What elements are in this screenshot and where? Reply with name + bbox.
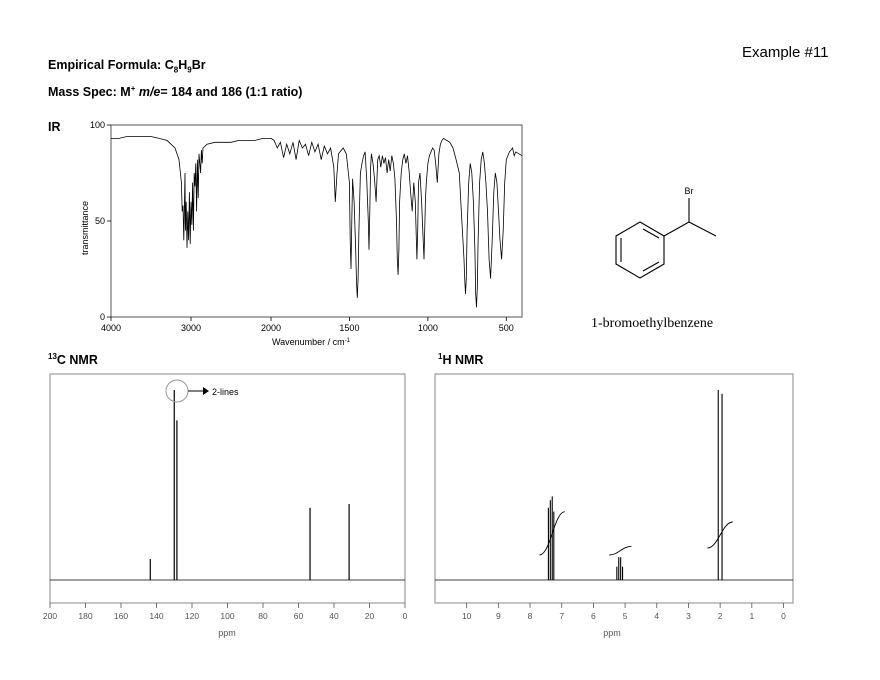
ir-xlabel: Wavenumber / cm-1 (272, 337, 351, 347)
c13-xtick-label: 60 (294, 611, 304, 621)
c13-peaks (149, 390, 350, 580)
c13-xtick-label: 180 (78, 611, 92, 621)
c13-xtick-label: 40 (329, 611, 339, 621)
bromine-label: Br (685, 186, 694, 196)
mass-spec: Mass Spec: M+ m/e= 184 and 186 (1:1 rati… (48, 84, 302, 99)
ir-xtick-label: 1000 (418, 323, 438, 333)
mass-spec-me: m/e (138, 85, 161, 100)
mass-spec-values: = 184 and 186 (1:1 ratio) (160, 85, 303, 100)
ir-xtick-label: 3000 (181, 323, 201, 333)
c13-xtick-label: 0 (403, 611, 408, 621)
ir-xlabel-main: Wavenumber / cm (272, 337, 345, 347)
mass-spec-label: Mass Spec: (48, 85, 117, 100)
c13-xtick-label: 140 (149, 611, 163, 621)
ir-ytick-label: 0 (100, 312, 105, 322)
c13-xtick-label: 80 (258, 611, 268, 621)
h1-heading-main: H NMR (442, 353, 484, 368)
h1-peaks (547, 390, 723, 580)
ir-ytick-label: 100 (90, 120, 105, 130)
h1-heading-sup: 1 (438, 352, 443, 361)
ir-ylabel: transmittance (80, 201, 90, 255)
molecule-structure (615, 198, 717, 279)
h1-xtick-label: 5 (623, 611, 628, 621)
mass-spec-ion: M (120, 85, 131, 100)
h1-heading: 1H NMR (438, 352, 483, 367)
formula-br: Br (191, 58, 206, 72)
ir-xlabel-sup: -1 (345, 338, 351, 344)
h1-integral-curve (609, 545, 632, 556)
h1-xtick-label: 3 (686, 611, 691, 621)
mass-spec-charge: + (130, 84, 136, 93)
c13-xtick-label: 160 (114, 611, 128, 621)
ir-axis-ticks: 4000 3000 2000 1500 1000 500 0 50 100 (90, 120, 514, 333)
c13-annotation-arrowhead (203, 387, 209, 395)
ir-xtick-label: 2000 (261, 323, 281, 333)
formula-c-count: 8 (173, 65, 179, 75)
ring-to-chc-bond (663, 221, 690, 237)
benzene-ring (615, 221, 665, 279)
ir-ytick-label: 50 (95, 216, 105, 226)
formula-c: C (164, 58, 174, 72)
h1-xtick-label: 2 (718, 611, 723, 621)
c13-xtick-label: 20 (365, 611, 375, 621)
h1-xtick-label: 0 (781, 611, 786, 621)
h1-xtick-label: 1 (749, 611, 754, 621)
h1-xtick-label: 6 (591, 611, 596, 621)
c13-xtick-label: 120 (185, 611, 199, 621)
h1-xtick-label: 9 (496, 611, 501, 621)
example-label: Example #11 (742, 44, 829, 61)
h1-xtick-label: 10 (462, 611, 472, 621)
ir-xtick-label: 1500 (339, 323, 359, 333)
formula-h-count: 9 (187, 65, 192, 75)
h1-plot-frame (434, 373, 794, 604)
ring-double-bond-1 (642, 228, 660, 239)
h1-xlabel: ppm (603, 628, 621, 638)
h1-xtick-label: 7 (559, 611, 564, 621)
ir-xtick-label: 4000 (101, 323, 121, 333)
empirical-formula: Empirical Formula: C8H9Br (48, 58, 206, 75)
c13-plot-frame (49, 373, 406, 604)
h1-integral-curve (539, 511, 566, 556)
c13-axis-ticks: 200 180 160 140 120 100 80 60 40 20 0 (43, 603, 408, 621)
c13-xtick-label: 100 (220, 611, 234, 621)
ir-xtick-label: 500 (499, 323, 514, 333)
c13-heading-sup: 13 (48, 352, 57, 361)
h1-xtick-label: 8 (528, 611, 533, 621)
ir-plot-frame (110, 124, 523, 318)
h1-integrals (539, 511, 733, 556)
formula-h: H (178, 58, 188, 72)
c13-annotation-label: 2-lines (212, 387, 239, 397)
ring-double-bond-2 (642, 261, 660, 272)
compound-name: 1-bromoethylbenzene (591, 316, 714, 331)
c13-annotation-circle (165, 379, 189, 403)
h1-axis-ticks: 10 9 8 7 6 5 4 3 2 1 0 (462, 603, 786, 621)
ir-spectrum-line (111, 136, 523, 308)
h1-xtick-label: 4 (654, 611, 659, 621)
ir-heading: IR (48, 120, 61, 134)
c13-heading: 13C NMR (48, 352, 98, 367)
formula-label: Empirical Formula: (48, 58, 162, 72)
c13-xlabel: ppm (218, 628, 236, 638)
c13-xtick-label: 200 (43, 611, 57, 621)
methyl-bond (688, 221, 717, 237)
h1-integral-curve (707, 521, 733, 549)
c13-heading-main: C NMR (56, 353, 98, 368)
